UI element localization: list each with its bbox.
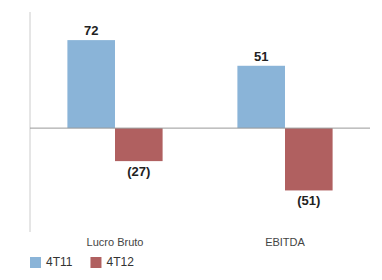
- data-label: (51): [297, 193, 320, 208]
- zero-line: [30, 128, 370, 129]
- data-label: 51: [254, 49, 268, 64]
- data-label: (27): [127, 164, 150, 179]
- bars: [67, 40, 332, 190]
- legend: 4T11 4T12: [30, 255, 134, 269]
- category-label: EBITDA: [265, 236, 305, 248]
- chart: 72 51 (27) (51) Lucro Bruto EBITDA 4T11 4T12: [0, 0, 382, 280]
- bar: [285, 128, 333, 190]
- bar: [67, 40, 115, 128]
- legend-swatch: [90, 257, 101, 268]
- legend-swatch: [30, 257, 41, 268]
- category-label: Lucro Bruto: [87, 236, 144, 248]
- y-axis-line: [30, 12, 31, 232]
- chart-container: 72 51 (27) (51) Lucro Bruto EBITDA 4T11 4T12: [0, 0, 382, 280]
- legend-label: 4T12: [106, 255, 134, 269]
- data-label: 72: [84, 23, 98, 38]
- labels: 72 51 (27) (51): [84, 23, 320, 208]
- bar: [115, 128, 163, 161]
- bar: [237, 66, 285, 128]
- legend-label: 4T11: [46, 255, 73, 269]
